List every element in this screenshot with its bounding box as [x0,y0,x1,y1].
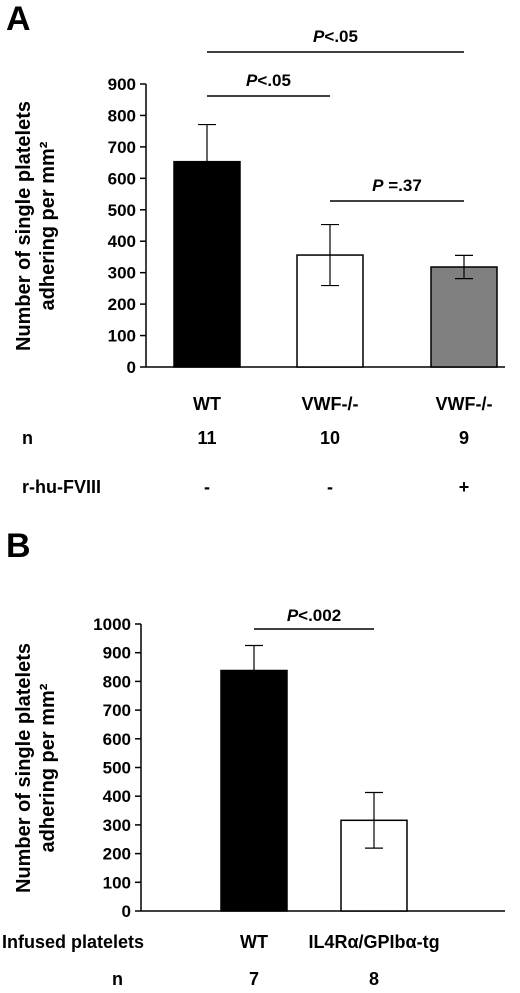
significance-label: P<.05 [246,71,291,90]
y-tick-label: 800 [108,106,136,125]
y-tick-label: 900 [108,75,136,94]
row-value: 11 [197,428,216,448]
y-tick-label: 500 [103,759,131,778]
y-tick-label: 600 [108,169,136,188]
category-row-label: Infused platelets [2,932,144,952]
p-symbol: P [313,27,325,46]
significance-label: P<.05 [313,27,358,46]
row-value: 9 [459,428,469,448]
x-tick-label: WT [193,394,221,414]
p-value: <.002 [298,606,341,625]
y-axis-label: adhering per mm² [37,683,59,852]
x-tick-label: VWF-/- [302,394,359,414]
row-value: 7 [249,969,259,989]
y-axis-label: adhering per mm² [37,141,59,310]
y-axis-label: Number of single platelets [13,101,35,351]
p-value: <.05 [324,27,358,46]
row-value: + [459,477,470,497]
p-symbol: P [287,606,299,625]
y-tick-label: 200 [103,845,131,864]
y-tick-label: 300 [108,264,136,283]
y-tick-label: 1000 [93,615,131,634]
row-value: 10 [320,428,340,448]
x-tick-label: IL4Rα/GPIbα-tg [308,932,439,952]
y-tick-label: 700 [108,138,136,157]
p-symbol: P [372,176,384,195]
p-symbol: P [246,71,258,90]
bar-1 [220,669,288,912]
y-axis-label: Number of single platelets [13,643,35,893]
y-tick-label: 300 [103,816,131,835]
row-value: 8 [369,969,379,989]
y-tick-label: 200 [108,295,136,314]
y-tick-label: 400 [108,232,136,251]
significance-label: P<.002 [287,606,341,625]
row-label: r-hu-FVIII [22,477,101,497]
bar-3 [430,266,498,368]
y-tick-label: 0 [122,902,131,921]
row-value: - [327,477,333,497]
y-tick-label: 100 [103,873,131,892]
y-tick-label: 500 [108,201,136,220]
x-tick-label: WT [240,932,268,952]
y-tick-label: 900 [103,644,131,663]
significance-label: P =.37 [372,176,422,195]
row-value: - [204,477,210,497]
p-value: =.37 [384,176,422,195]
y-tick-label: 800 [103,672,131,691]
row-label: n [112,969,123,989]
y-tick-label: 400 [103,787,131,806]
y-tick-label: 600 [103,730,131,749]
y-tick-label: 0 [127,358,136,377]
y-tick-label: 700 [103,701,131,720]
panel-label: A [6,0,31,38]
x-tick-label: VWF-/- [436,394,493,414]
panel-label: B [6,527,31,565]
p-value: <.05 [257,71,291,90]
row-label: n [22,428,33,448]
y-tick-label: 100 [108,327,136,346]
